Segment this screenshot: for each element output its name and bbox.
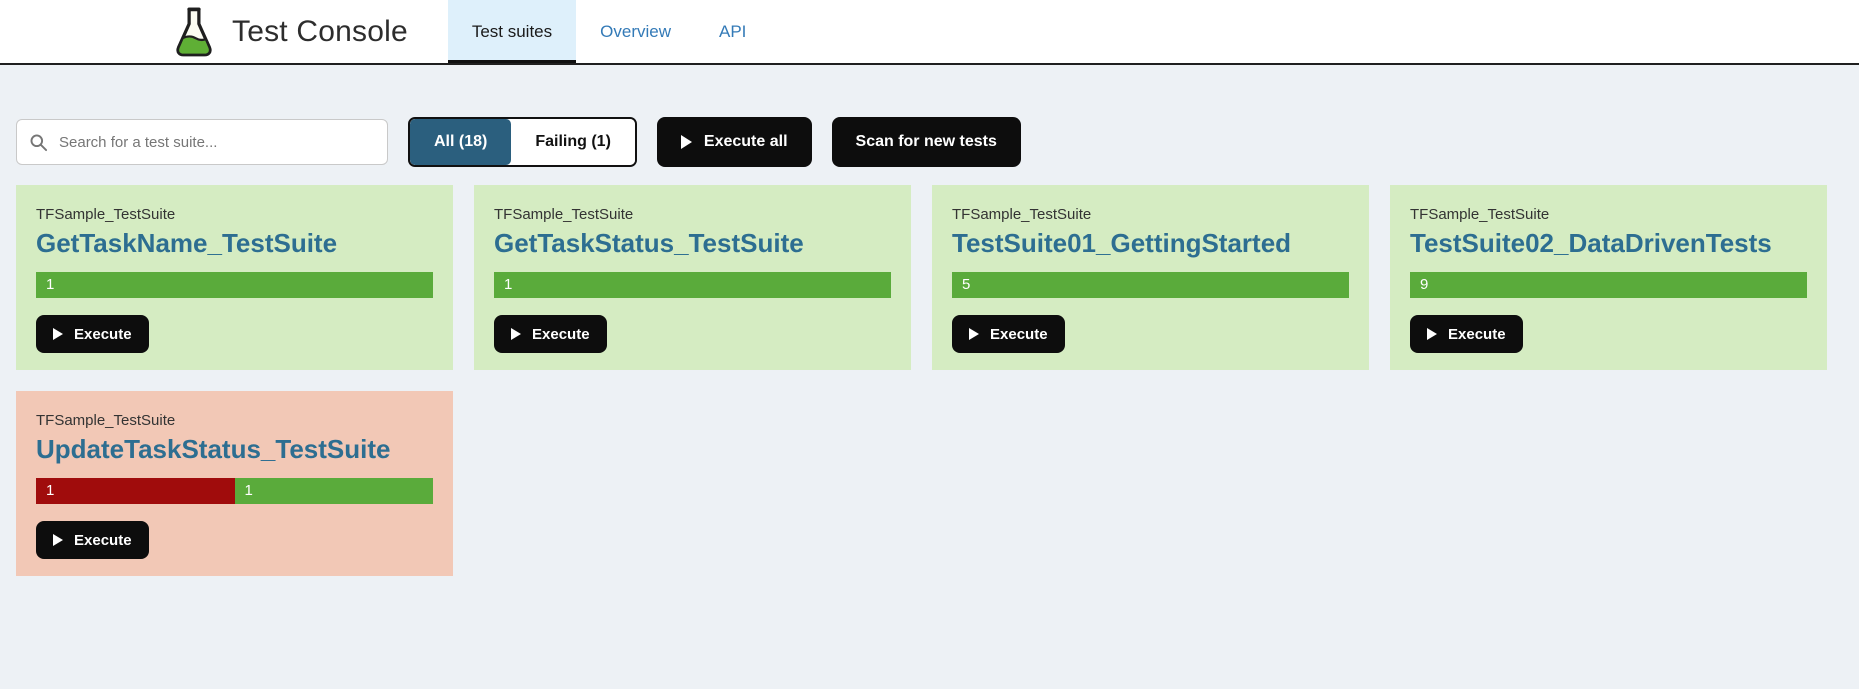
tab-test-suites[interactable]: Test suites bbox=[447, 0, 577, 63]
filter-failing-button[interactable]: Failing (1) bbox=[511, 119, 635, 165]
card-project: TFSample_TestSuite bbox=[36, 412, 176, 429]
card-title[interactable]: TestSuite02_DataDrivenTests bbox=[1410, 228, 1772, 258]
play-icon bbox=[1427, 328, 1437, 340]
filter-group: All (18) Failing (1) bbox=[408, 117, 637, 167]
tab-overview[interactable]: Overview bbox=[600, 21, 671, 41]
card-title[interactable]: TestSuite01_GettingStarted bbox=[952, 228, 1292, 258]
card-project: TFSample_TestSuite bbox=[494, 206, 634, 223]
flask-icon bbox=[170, 6, 218, 58]
execute-button[interactable]: Execute bbox=[952, 315, 1065, 353]
test-suite-card: TFSample_TestSuite TestSuite01_GettingSt… bbox=[932, 185, 1369, 370]
card-project: TFSample_TestSuite bbox=[952, 206, 1092, 223]
tab-api[interactable]: API bbox=[719, 21, 747, 41]
toolbar: All (18) Failing (1) Execute all Scan fo… bbox=[0, 117, 1859, 167]
play-icon bbox=[53, 328, 63, 340]
play-icon bbox=[969, 328, 979, 340]
play-icon bbox=[53, 534, 63, 546]
progress-segment-pass: 1 bbox=[234, 478, 433, 504]
execute-label: Execute bbox=[74, 531, 132, 549]
card-title[interactable]: UpdateTaskStatus_TestSuite bbox=[36, 434, 391, 464]
card-title[interactable]: GetTaskStatus_TestSuite bbox=[494, 228, 804, 258]
test-suite-card: TFSample_TestSuite GetTaskStatus_TestSui… bbox=[474, 185, 911, 370]
execute-label: Execute bbox=[990, 325, 1048, 343]
play-icon bbox=[511, 328, 521, 340]
execute-button[interactable]: Execute bbox=[494, 315, 607, 353]
test-suite-card: TFSample_TestSuite GetTaskName_TestSuite… bbox=[16, 185, 453, 370]
execute-label: Execute bbox=[532, 325, 590, 343]
brand: Test Console bbox=[170, 0, 408, 63]
execute-label: Execute bbox=[1448, 325, 1506, 343]
scan-for-new-tests-button[interactable]: Scan for new tests bbox=[831, 117, 1021, 167]
card-project: TFSample_TestSuite bbox=[36, 206, 176, 223]
execute-all-label: Execute all bbox=[703, 133, 788, 150]
search-input[interactable] bbox=[16, 119, 388, 165]
card-title[interactable]: GetTaskName_TestSuite bbox=[36, 228, 338, 258]
progress-bar: 9 bbox=[1410, 272, 1807, 298]
app-header: Test Console Test suites Overview API bbox=[0, 0, 1859, 65]
progress-segment-pass: 9 bbox=[1410, 272, 1807, 298]
play-icon bbox=[680, 135, 692, 149]
main-content: All (18) Failing (1) Execute all Scan fo… bbox=[0, 65, 1859, 576]
progress-bar: 5 bbox=[952, 272, 1349, 298]
app-title: Test Console bbox=[232, 14, 408, 48]
search-box bbox=[16, 119, 388, 165]
progress-segment-pass: 5 bbox=[952, 272, 1349, 298]
progress-segment-pass: 1 bbox=[36, 272, 433, 298]
filter-all-button[interactable]: All (18) bbox=[410, 119, 512, 165]
progress-segment-fail: 1 bbox=[36, 478, 235, 504]
execute-all-button[interactable]: Execute all bbox=[656, 117, 812, 167]
execute-button[interactable]: Execute bbox=[36, 521, 149, 559]
card-project: TFSample_TestSuite bbox=[1410, 206, 1550, 223]
card-grid: TFSample_TestSuite GetTaskName_TestSuite… bbox=[0, 185, 1859, 576]
progress-bar: 1 bbox=[494, 272, 891, 298]
main-nav: Test suites Overview API bbox=[447, 0, 771, 63]
scan-label: Scan for new tests bbox=[855, 133, 997, 150]
execute-button[interactable]: Execute bbox=[36, 315, 149, 353]
test-suite-card: TFSample_TestSuite UpdateTaskStatus_Test… bbox=[16, 391, 453, 576]
execute-button[interactable]: Execute bbox=[1410, 315, 1523, 353]
progress-segment-pass: 1 bbox=[494, 272, 891, 298]
progress-bar: 1 bbox=[36, 272, 433, 298]
test-suite-card: TFSample_TestSuite TestSuite02_DataDrive… bbox=[1390, 185, 1827, 370]
execute-label: Execute bbox=[74, 325, 132, 343]
